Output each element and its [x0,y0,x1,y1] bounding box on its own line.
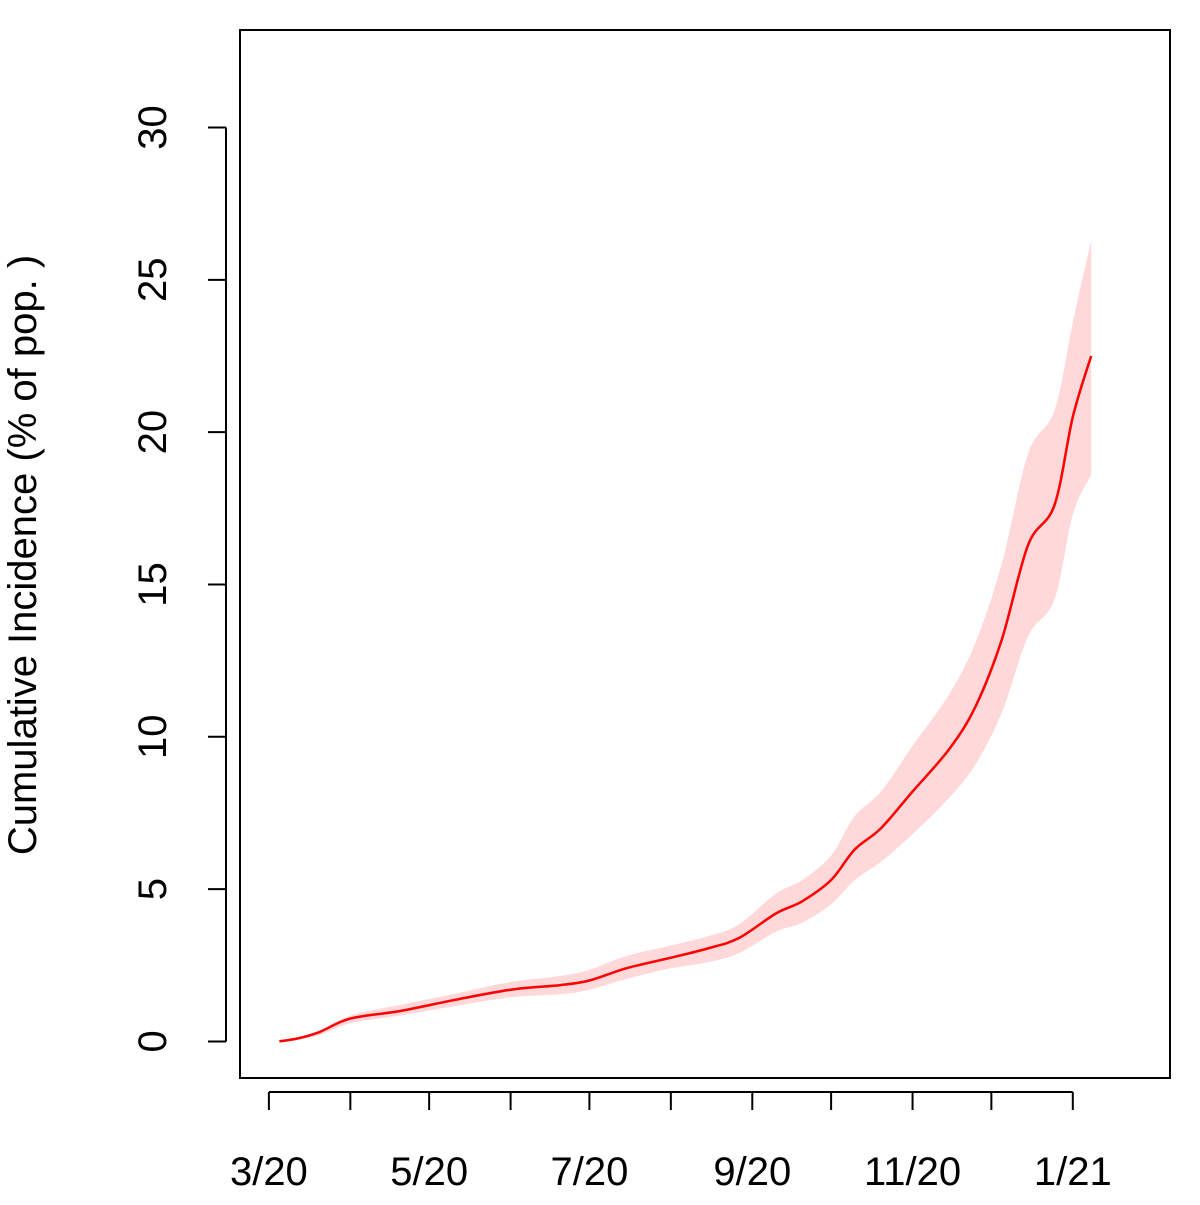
series-line-0 [279,355,1093,1043]
confidence-band-0 [279,240,1092,1042]
y-tick-label: 25 [131,258,175,303]
x-tick-label: 1/21 [1034,1150,1112,1194]
y-axis-title: Cumulative Incidence (% of pop. ) [1,255,45,855]
x-tick-label: 9/20 [713,1150,791,1194]
y-tick-label: 5 [131,878,175,900]
y-tick-label: 15 [131,562,175,607]
y-tick-label: 30 [131,105,175,150]
y-tick-label: 10 [131,715,175,760]
x-tick-label: 3/20 [230,1150,308,1194]
x-tick-label: 5/20 [390,1150,468,1194]
y-tick-label: 0 [131,1030,175,1052]
x-tick-label: 11/20 [864,1150,961,1194]
x-tick-label: 7/20 [550,1150,628,1194]
plot-frame [239,29,1171,1079]
y-tick-label: 20 [131,410,175,455]
